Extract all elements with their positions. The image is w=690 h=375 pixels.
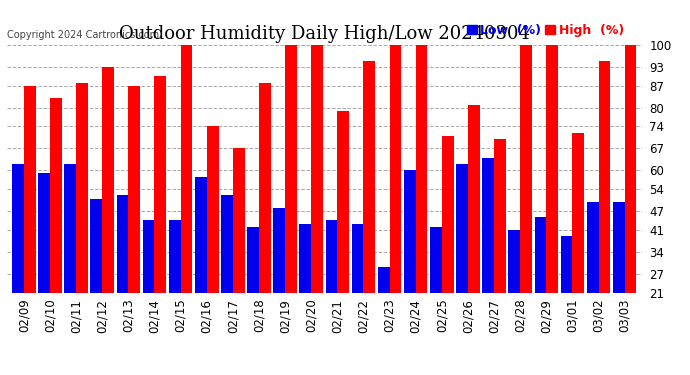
Bar — [285, 45, 297, 358]
Bar — [90, 198, 102, 358]
Bar — [195, 177, 207, 358]
Bar — [390, 45, 402, 358]
Bar — [311, 45, 323, 358]
Bar — [50, 98, 62, 358]
Bar — [482, 158, 494, 358]
Bar — [535, 217, 546, 358]
Bar — [233, 148, 245, 358]
Bar — [128, 86, 140, 358]
Bar — [456, 164, 468, 358]
Bar — [337, 111, 349, 358]
Bar — [117, 195, 128, 358]
Bar — [509, 230, 520, 358]
Bar — [561, 236, 573, 358]
Bar — [64, 164, 76, 358]
Bar — [430, 227, 442, 358]
Legend: Low  (%), High  (%): Low (%), High (%) — [462, 19, 629, 42]
Bar — [155, 76, 166, 358]
Bar — [102, 67, 114, 358]
Bar — [38, 174, 50, 358]
Bar — [12, 164, 24, 358]
Bar — [207, 126, 219, 358]
Bar — [442, 136, 453, 358]
Bar — [494, 139, 506, 358]
Bar — [573, 133, 584, 358]
Bar — [273, 208, 285, 358]
Bar — [76, 82, 88, 358]
Bar — [352, 224, 364, 358]
Bar — [326, 220, 337, 358]
Bar — [624, 45, 636, 358]
Bar — [468, 105, 480, 358]
Text: Copyright 2024 Cartronics.com: Copyright 2024 Cartronics.com — [7, 30, 159, 40]
Bar — [599, 61, 611, 358]
Bar — [169, 220, 181, 358]
Bar — [143, 220, 155, 358]
Title: Outdoor Humidity Daily High/Low 20240304: Outdoor Humidity Daily High/Low 20240304 — [119, 26, 530, 44]
Bar — [259, 82, 270, 358]
Bar — [586, 202, 599, 358]
Bar — [299, 224, 311, 358]
Bar — [221, 195, 233, 358]
Bar — [404, 170, 416, 358]
Bar — [181, 45, 193, 358]
Bar — [364, 61, 375, 358]
Bar — [416, 45, 428, 358]
Bar — [24, 86, 36, 358]
Bar — [378, 267, 390, 358]
Bar — [546, 45, 558, 358]
Bar — [613, 202, 624, 358]
Bar — [520, 45, 532, 358]
Bar — [247, 227, 259, 358]
